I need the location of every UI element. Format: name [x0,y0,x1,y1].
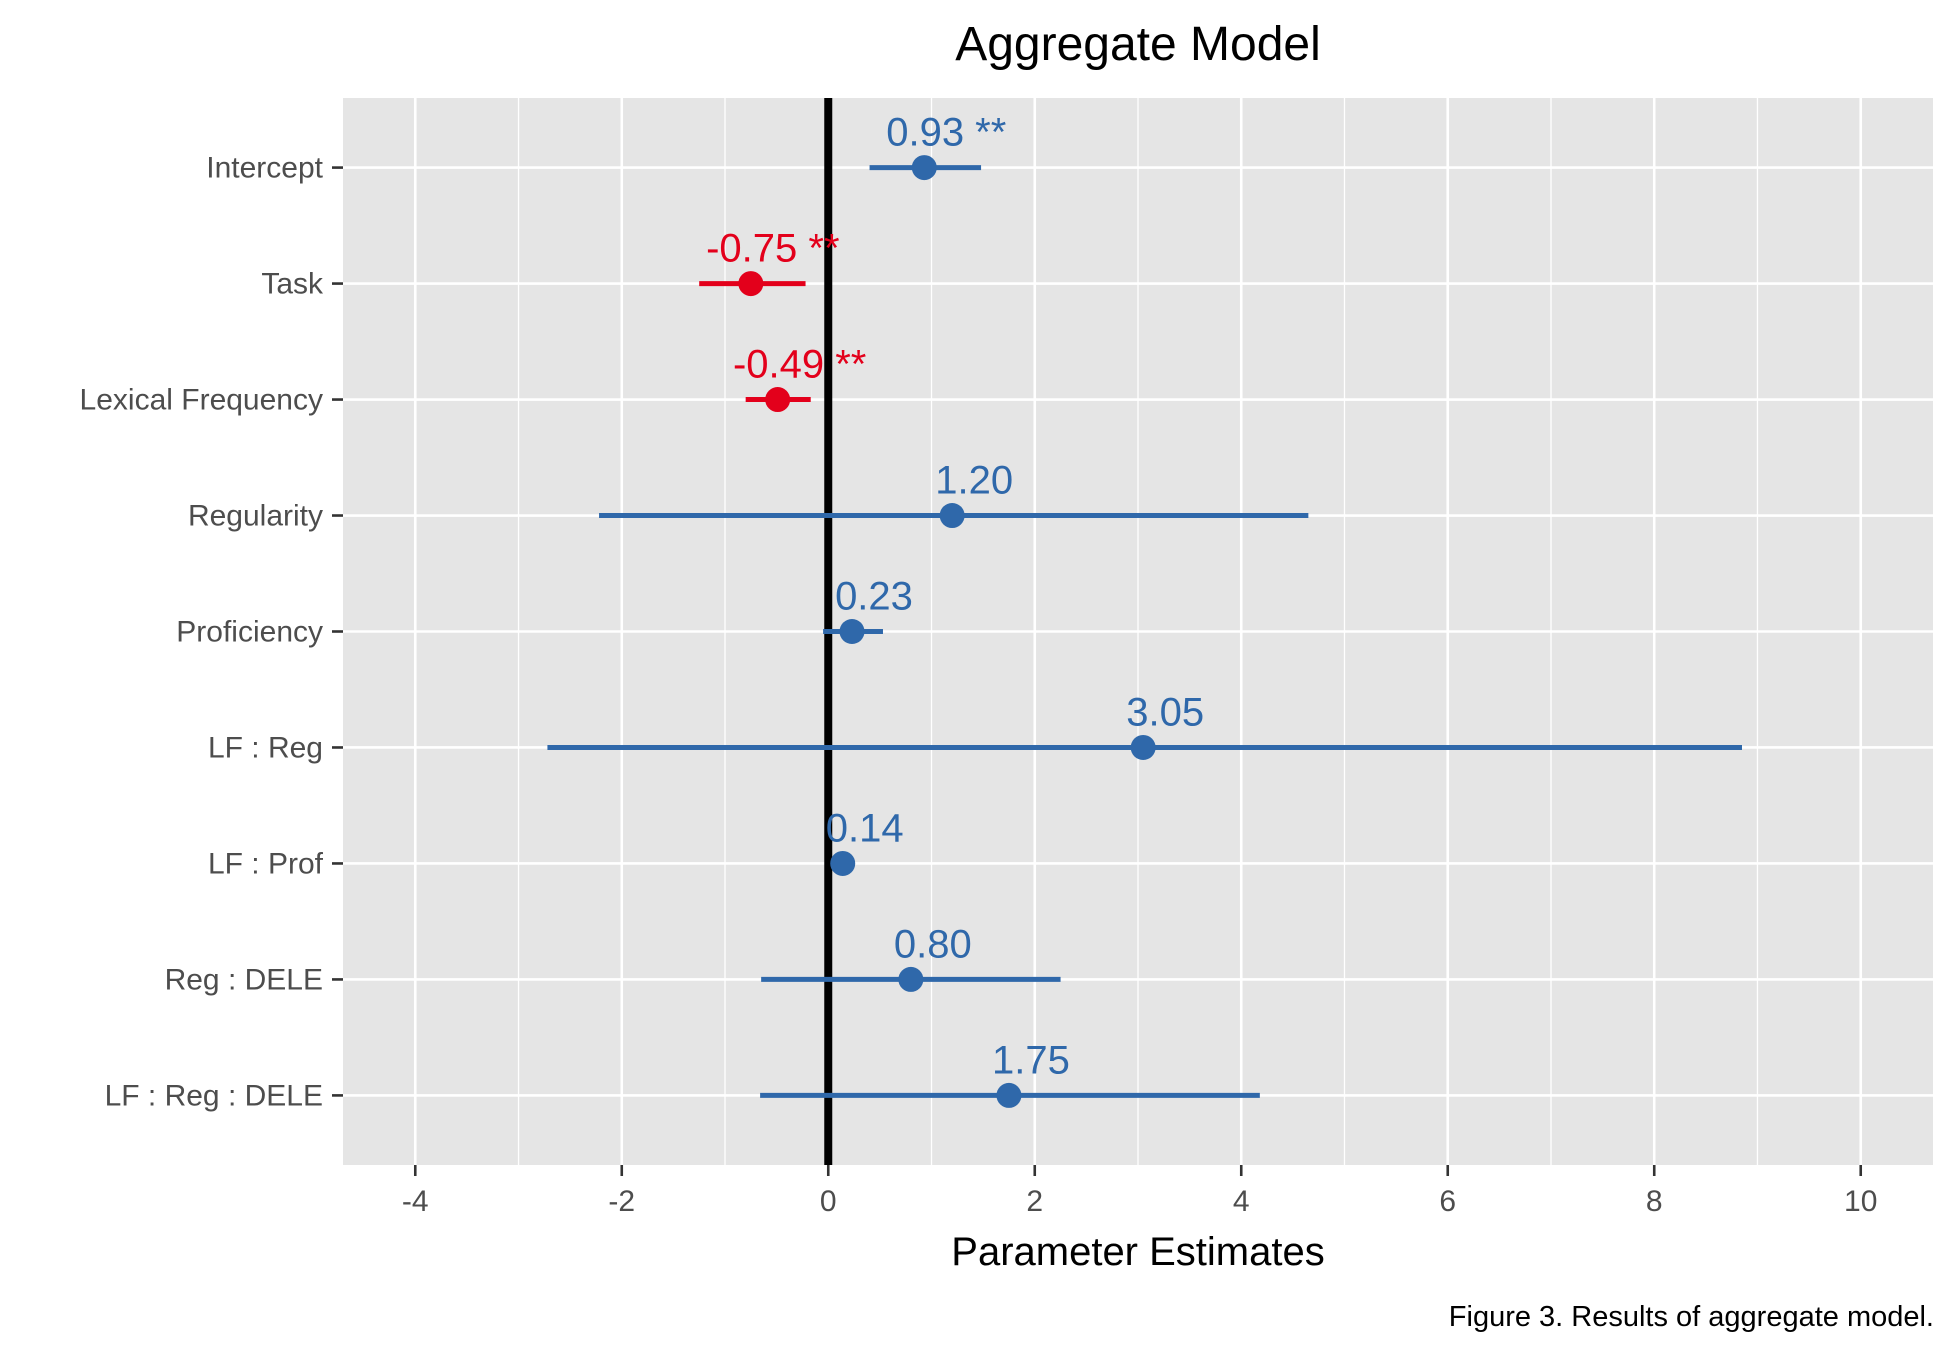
estimate-label-6: 3.05 [1126,690,1204,734]
y-tick-label: Reg : DELE [165,963,323,996]
estimate-point-5 [839,619,865,644]
x-tick-label: -2 [608,1185,635,1218]
estimate-point-8 [898,966,924,992]
estimate-label-5: 0.23 [835,575,913,619]
estimate-point-2 [738,271,764,297]
y-tick-label: LF : Reg [208,731,323,764]
estimate-point-1 [911,155,937,181]
y-tick-label: Intercept [206,152,323,185]
estimate-label-1: 0.93 ** [886,111,1006,155]
estimate-label-3: -0.49 ** [733,343,866,387]
estimate-label-4: 1.20 [935,459,1013,503]
estimate-label-2: -0.75 ** [706,227,839,271]
x-tick-label: 6 [1439,1185,1456,1218]
y-tick-label: Proficiency [176,616,323,649]
y-tick-label: LF : Reg : DELE [105,1079,323,1112]
estimate-label-8: 0.80 [894,922,972,966]
x-tick-label: 10 [1844,1185,1877,1218]
x-tick-label: 4 [1233,1185,1250,1218]
x-axis: -4 -2 0 2 4 6 8 10 [402,1165,1877,1218]
x-tick-label: -4 [402,1185,429,1218]
estimate-point-7 [830,850,856,876]
estimate-label-9: 1.75 [992,1038,1070,1082]
y-tick-label: Lexical Frequency [80,384,323,417]
x-tick-label: 2 [1026,1185,1043,1218]
estimate-point-6 [1130,734,1156,760]
estimate-point-4 [939,503,965,529]
y-tick-label: Regularity [188,500,323,533]
estimate-label-7: 0.14 [826,806,904,850]
x-tick-label: 8 [1646,1185,1663,1218]
y-axis: Intercept Task Lexical Frequency Regularity… [80,152,343,1112]
estimate-point-3 [765,387,791,413]
estimate-point-9 [996,1082,1022,1108]
x-tick-label: 0 [820,1185,837,1218]
x-axis-title: Parameter Estimates [951,1230,1324,1274]
figure-caption: Figure 3. Results of aggregate model. [1449,1301,1934,1333]
estimate-marks: 0.93 ** -0.75 ** -0.49 ** 1.20 0.23 3.05 0.14 0… [547,111,1742,1108]
chart-title: Aggregate Model [955,18,1321,71]
y-tick-label: Task [261,268,324,301]
y-tick-label: LF : Prof [208,847,324,880]
